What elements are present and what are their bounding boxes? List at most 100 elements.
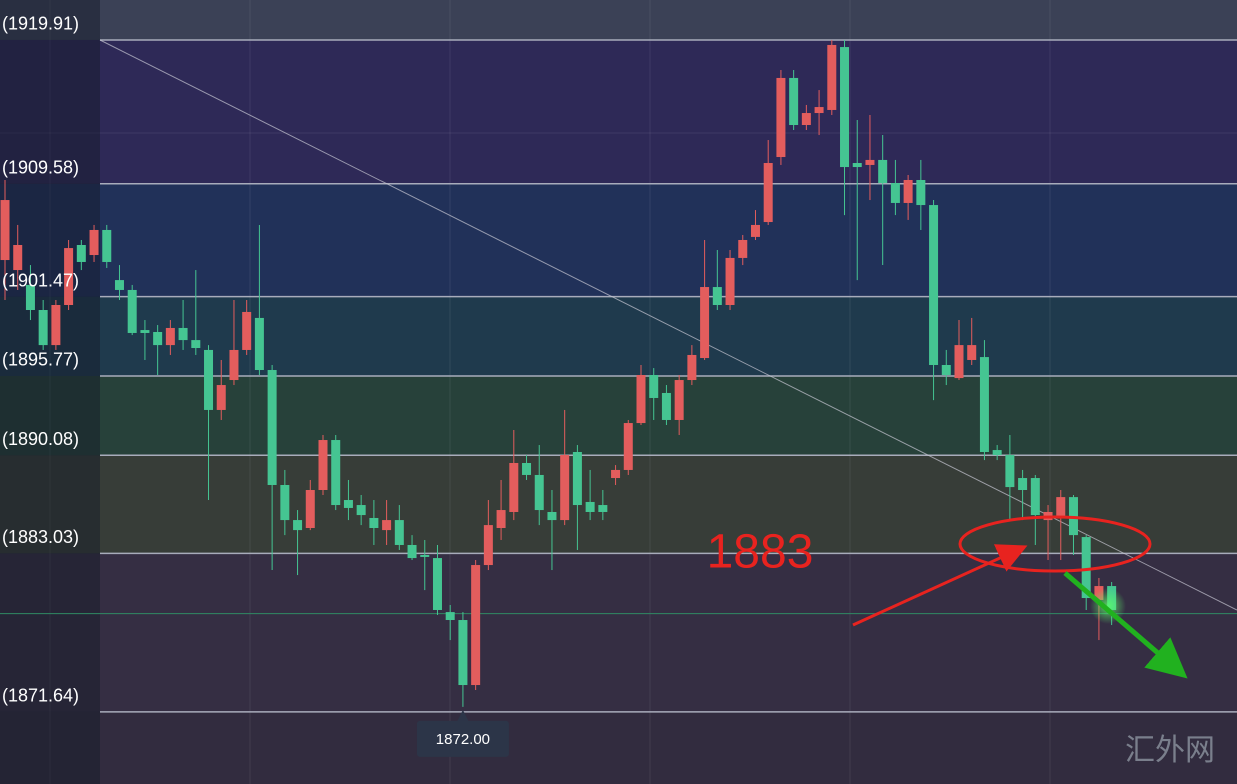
tooltip-label: 1872.00: [436, 731, 490, 748]
candle-body: [89, 229, 99, 256]
candle-body: [738, 239, 748, 258]
tooltip-box: [416, 720, 509, 757]
fib-band: [0, 375, 1237, 456]
candle-body: [356, 505, 366, 516]
candle-body: [903, 179, 913, 203]
y-axis-labels: (1871.64) (1883.03) (1890.08) (1895.77) (190…: [2, 14, 79, 706]
candle-body: [954, 345, 964, 379]
candle-body: [13, 245, 23, 271]
candle-body: [165, 327, 175, 346]
axis-panel: [0, 0, 100, 784]
candle-body: [25, 284, 35, 311]
y-tick-label: (1890.08): [2, 429, 79, 449]
candle-body: [331, 440, 341, 506]
candle-body: [623, 423, 633, 470]
candle-body: [801, 113, 811, 126]
y-tick-label: (1895.77): [2, 350, 79, 370]
candle-body: [852, 163, 862, 168]
y-tick-label: (1871.64): [2, 686, 79, 706]
y-tick-label: (1901.47): [2, 270, 79, 290]
candle-body: [153, 332, 163, 346]
candle-body: [878, 159, 888, 184]
candles: [0, 39, 1117, 707]
fib-band: [0, 553, 1237, 712]
candle-body: [840, 47, 850, 168]
candle-body: [967, 345, 977, 360]
candle-body: [916, 179, 926, 206]
candle-body: [0, 200, 10, 261]
candle-body: [229, 349, 239, 381]
candle-body: [636, 375, 646, 424]
candle-body: [407, 544, 417, 559]
candle-body: [254, 317, 264, 371]
candle-body: [763, 163, 773, 223]
candle-body: [432, 558, 442, 610]
candle-body: [649, 375, 659, 398]
candle-body: [611, 469, 621, 479]
candle-body: [394, 520, 404, 545]
fib-band: [0, 711, 1237, 784]
candle-body: [661, 392, 671, 420]
candle-body: [445, 612, 455, 621]
candle-body: [534, 474, 544, 511]
red-arrow: [852, 544, 1028, 627]
candle-body: [750, 224, 760, 237]
candle-body: [305, 490, 315, 529]
candle-body: [64, 248, 74, 305]
candle-body: [496, 510, 506, 529]
candle-body: [572, 451, 582, 506]
candle-body: [929, 205, 939, 365]
candle-body: [1056, 497, 1066, 518]
fib-band: [0, 455, 1237, 554]
y-tick-label: (1919.91): [2, 14, 79, 34]
candle-body: [204, 349, 214, 410]
candle-body: [789, 77, 799, 126]
candle-body: [560, 455, 570, 521]
y-tick-label: (1909.58): [2, 158, 79, 178]
watermark: 汇外网: [1125, 733, 1215, 768]
fib-levels: [0, 39, 1237, 713]
candle-body: [369, 517, 379, 529]
candle-body: [522, 462, 532, 475]
candle-body: [140, 330, 150, 333]
candle-body: [267, 370, 277, 485]
candle-body: [293, 520, 303, 531]
candle-body: [992, 450, 1002, 456]
candle-body: [191, 340, 201, 349]
candle-body: [814, 107, 824, 114]
candle-body: [1081, 537, 1091, 599]
candle-body: [941, 364, 951, 376]
candle-body: [700, 287, 710, 359]
candle-body: [471, 565, 481, 686]
candle-body: [674, 380, 684, 420]
candle-body: [178, 327, 188, 341]
y-tick-label: (1883.03): [2, 527, 79, 547]
candle-body: [776, 77, 786, 158]
highlight-ellipse: [958, 515, 1152, 573]
green-arrow: [1063, 571, 1188, 679]
fib-band: [0, 0, 1237, 40]
candle-body: [890, 183, 900, 203]
candle-body: [382, 520, 392, 531]
candle-body: [216, 385, 226, 410]
candle-body: [827, 44, 837, 110]
candle-body: [1018, 478, 1028, 490]
candle-body: [1005, 455, 1015, 488]
candle-body: [483, 525, 493, 566]
candle-body: [127, 289, 137, 333]
low-tooltip: 1872.00: [416, 709, 509, 757]
candle-body: [725, 257, 735, 305]
candle-body: [242, 311, 252, 350]
candle-body: [1030, 478, 1040, 516]
candle-body: [865, 159, 875, 165]
candle-body: [343, 500, 353, 508]
candle-body: [979, 357, 989, 452]
candle-body: [114, 280, 124, 290]
candle-body: [598, 505, 608, 512]
candle-body: [76, 245, 86, 262]
candle-body: [38, 310, 48, 346]
candle-body: [102, 229, 112, 262]
candle-body: [420, 555, 430, 557]
